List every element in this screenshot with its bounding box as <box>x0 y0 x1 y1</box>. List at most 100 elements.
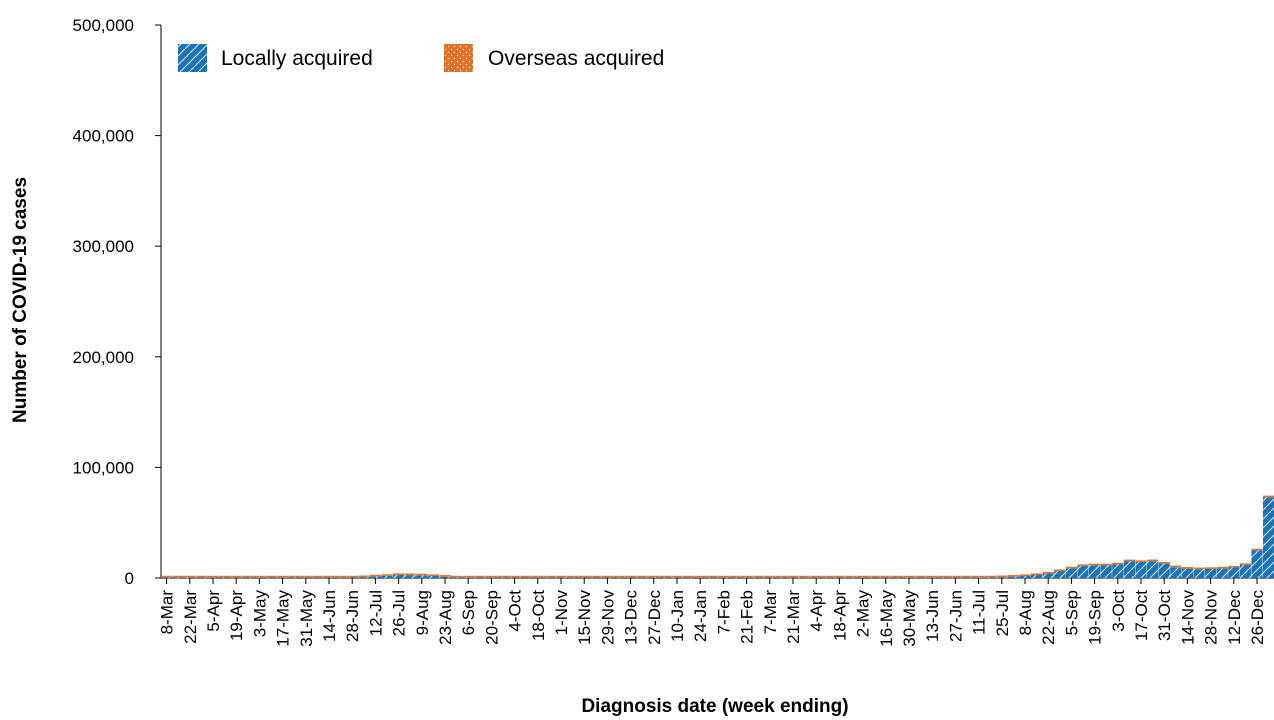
bar-locally-acquired <box>1147 561 1159 578</box>
bar-locally-acquired <box>288 577 300 578</box>
x-axis-title: Diagnosis date (week ending) <box>581 696 848 717</box>
x-tick-label: 3-May <box>250 590 269 638</box>
bar-overseas-acquired <box>427 574 439 577</box>
x-tick-label: 16-May <box>877 590 896 647</box>
y-tick-label: 200,000 <box>73 348 134 367</box>
bar-locally-acquired <box>497 577 509 578</box>
bar-overseas-acquired <box>717 575 729 578</box>
bar-overseas-acquired <box>949 575 961 578</box>
bar-overseas-acquired <box>683 575 695 578</box>
y-tick-label: 300,000 <box>73 237 134 256</box>
bar-locally-acquired <box>1228 567 1240 578</box>
bar-overseas-acquired <box>857 575 869 578</box>
x-tick-label: 23-Aug <box>436 590 455 645</box>
bar-overseas-acquired <box>474 575 486 578</box>
bar-overseas-acquired <box>741 575 753 578</box>
bar-locally-acquired <box>1193 569 1205 578</box>
bar-overseas-acquired <box>416 573 428 576</box>
bar-overseas-acquired <box>485 575 497 578</box>
bar-locally-acquired <box>358 577 370 578</box>
bar-overseas-acquired <box>1263 495 1274 498</box>
bar-locally-acquired <box>1054 571 1066 578</box>
bar-locally-acquired <box>1065 568 1077 578</box>
x-tick-label: 3-Oct <box>1109 590 1128 632</box>
bar-locally-acquired <box>346 577 358 578</box>
x-tick-label: 31-Oct <box>1155 590 1174 641</box>
bar-overseas-acquired <box>451 575 463 578</box>
bar-locally-acquired <box>323 577 335 578</box>
bar-locally-acquired <box>833 577 845 578</box>
bar-overseas-acquired <box>926 575 938 578</box>
y-tick-label: 500,000 <box>73 16 134 35</box>
bar-overseas-acquired <box>1158 562 1170 564</box>
x-tick-label: 17-Oct <box>1132 590 1151 641</box>
bar-locally-acquired <box>903 577 915 578</box>
bar-locally-acquired <box>393 574 405 578</box>
x-tick-label: 22-Aug <box>1039 590 1058 645</box>
bar-overseas-acquired <box>543 575 555 578</box>
bar-overseas-acquired <box>277 575 289 578</box>
bar-locally-acquired <box>543 577 555 578</box>
x-tick-label: 18-Oct <box>529 590 548 641</box>
bar-overseas-acquired <box>1065 566 1077 569</box>
x-tick-label: 8-Mar <box>158 590 177 635</box>
bar-overseas-acquired <box>288 575 300 578</box>
bar-overseas-acquired <box>172 575 184 578</box>
x-tick-label: 19-Sep <box>1086 590 1105 645</box>
bar-overseas-acquired <box>706 575 718 578</box>
bar-overseas-acquired <box>903 575 915 578</box>
x-tick-label: 7-Feb <box>714 590 733 634</box>
bar-locally-acquired <box>775 577 787 578</box>
bar-overseas-acquired <box>532 575 544 578</box>
bar-overseas-acquired <box>973 575 985 578</box>
bar-overseas-acquired <box>404 573 416 576</box>
bar-locally-acquired <box>1112 564 1124 578</box>
bar-locally-acquired <box>567 577 579 578</box>
bar-overseas-acquired <box>1135 560 1147 562</box>
x-tick-label: 6-Sep <box>459 590 478 635</box>
bar-overseas-acquired <box>1031 573 1043 576</box>
bar-locally-acquired <box>868 577 880 578</box>
bar-overseas-acquired <box>775 575 787 578</box>
x-tick-label: 13-Jun <box>923 590 942 642</box>
bar-locally-acquired <box>741 577 753 578</box>
bar-overseas-acquired <box>1228 565 1240 568</box>
bar-overseas-acquired <box>1100 563 1112 566</box>
bar-overseas-acquired <box>230 575 242 578</box>
bar-overseas-acquired <box>369 574 381 577</box>
bar-overseas-acquired <box>636 575 648 578</box>
bar-overseas-acquired <box>1054 569 1066 572</box>
bar-locally-acquired <box>973 577 985 578</box>
bar-overseas-acquired <box>1112 562 1124 565</box>
x-tick-label: 14-Nov <box>1178 590 1197 645</box>
bar-locally-acquired <box>172 577 184 578</box>
x-tick-label: 27-Dec <box>645 590 664 645</box>
bar-locally-acquired <box>451 577 463 578</box>
bar-locally-acquired <box>938 577 950 578</box>
bar-locally-acquired <box>416 575 428 578</box>
bar-overseas-acquired <box>659 575 671 578</box>
bar-overseas-acquired <box>961 575 973 578</box>
bar-locally-acquired <box>648 577 660 578</box>
bar-locally-acquired <box>474 577 486 578</box>
bar-overseas-acquired <box>671 575 683 578</box>
y-tick-label: 0 <box>125 569 134 588</box>
y-tick-label: 400,000 <box>73 127 134 146</box>
legend: Locally acquired Overseas acquired <box>178 44 664 72</box>
bar-overseas-acquired <box>520 575 532 578</box>
bar-locally-acquired <box>636 577 648 578</box>
bar-locally-acquired <box>219 577 231 578</box>
bar-locally-acquired <box>764 577 776 578</box>
bar-overseas-acquired <box>381 574 393 576</box>
bar-overseas-acquired <box>752 575 764 578</box>
bar-overseas-acquired <box>1042 571 1054 574</box>
bar-overseas-acquired <box>253 575 265 578</box>
x-tick-label: 22-Mar <box>181 590 200 644</box>
bar-locally-acquired <box>799 577 811 578</box>
bar-locally-acquired <box>1007 576 1019 578</box>
bar-overseas-acquired <box>891 575 903 578</box>
bar-overseas-acquired <box>195 575 207 578</box>
bar-overseas-acquired <box>462 575 474 578</box>
bar-overseas-acquired <box>799 575 811 578</box>
